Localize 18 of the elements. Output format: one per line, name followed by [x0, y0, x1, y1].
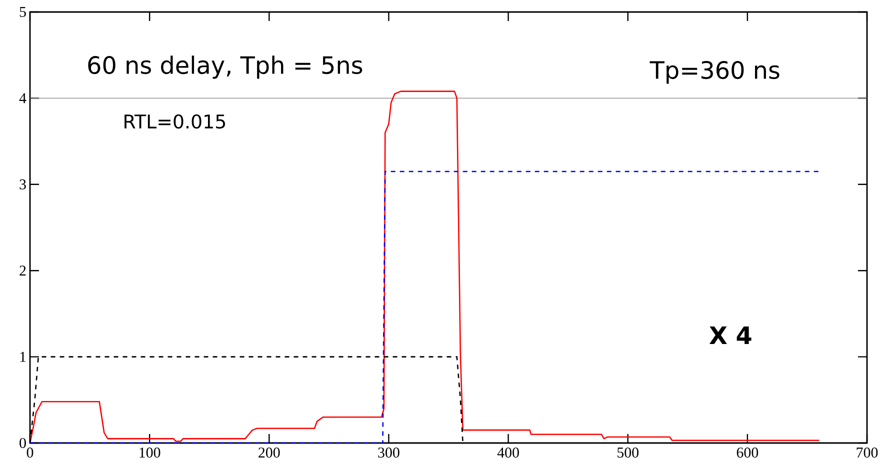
- x-tick-label: 500: [618, 448, 639, 458]
- annotation: 60 ns delay, Tph = 5ns: [88, 56, 362, 79]
- x-tick-label: 200: [258, 448, 280, 458]
- y-tick-label: 4: [19, 93, 26, 104]
- x-tick-label: 700: [856, 448, 878, 458]
- y-tick-label: 0: [20, 438, 26, 448]
- x-tick-label: 0: [26, 448, 34, 458]
- x-tick-label: 100: [140, 448, 160, 458]
- x-tick-label: 600: [736, 448, 758, 458]
- annotation: RTL=0.015: [124, 114, 226, 129]
- annotation: X 4: [709, 326, 752, 344]
- y-tick-label: 2: [20, 266, 26, 276]
- annotation: Tp=360 ns: [650, 60, 780, 84]
- y-tick-label: 1: [20, 352, 26, 362]
- y-tick-label: 5: [20, 7, 26, 17]
- x-tick-label: 300: [378, 448, 400, 458]
- x-tick-label: 400: [497, 448, 519, 458]
- y-tick-label: 3: [20, 179, 26, 190]
